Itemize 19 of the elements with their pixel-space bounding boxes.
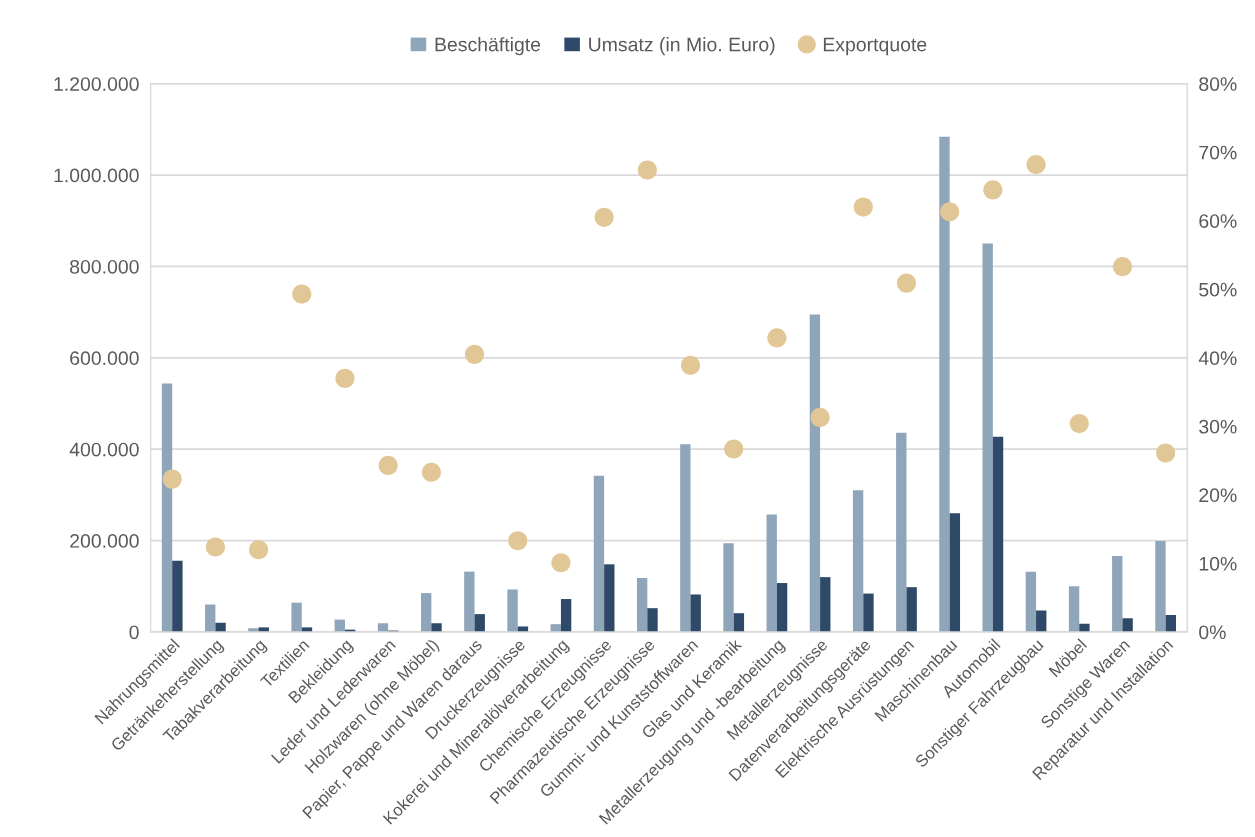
y2-tick-label: 10% (1199, 556, 1237, 571)
y2-tick-label: 40% (1198, 351, 1237, 366)
y-tick-label: 200.000 (70, 534, 139, 548)
y-tick-label: 1.000.000 (54, 168, 139, 183)
y-tick-label: 0 (129, 625, 139, 640)
y2-tick-label: 50% (1199, 282, 1237, 297)
y2-tick-label: 70% (1199, 145, 1237, 160)
y2-tick-label: 20% (1199, 488, 1237, 503)
legend-label: Beschäftigte (435, 37, 541, 56)
y2-tick-label: 80% (1199, 77, 1237, 91)
legend-label: Umsatz (in Mio. Euro) (589, 37, 775, 56)
legend-label: Exportquote (823, 37, 927, 56)
y-tick-label: 800.000 (70, 259, 139, 274)
y-tick-label: 400.000 (69, 442, 139, 457)
y-tick-label: 1.200.000 (54, 77, 139, 91)
y2-tick-label: 0% (1199, 625, 1226, 640)
y2-tick-label: 30% (1199, 419, 1237, 434)
y2-tick-label: 60% (1199, 214, 1237, 228)
y-tick-label: 600.000 (70, 351, 139, 366)
